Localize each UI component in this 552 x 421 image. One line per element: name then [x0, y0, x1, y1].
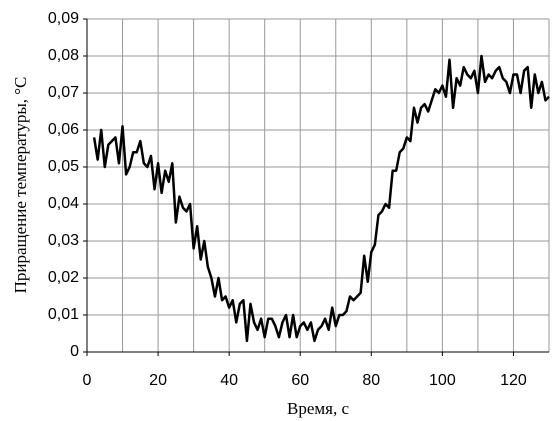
x-tick-label: 40 — [220, 372, 238, 389]
y-tick-label: 0,05 — [48, 158, 79, 175]
x-tick-label: 0 — [83, 372, 92, 389]
y-tick-label: 0,04 — [48, 195, 79, 212]
x-tick-label: 100 — [429, 372, 456, 389]
y-tick-label: 0,02 — [48, 269, 79, 286]
x-tick-label: 20 — [149, 372, 167, 389]
y-tick-label: 0,01 — [48, 306, 79, 323]
x-axis-label: Время, с — [287, 399, 349, 418]
x-tick-label: 60 — [291, 372, 309, 389]
y-axis-label: Приращение температуры, °С — [11, 77, 30, 294]
y-tick-label: 0,03 — [48, 232, 79, 249]
y-tick-label: 0,08 — [48, 47, 79, 64]
y-tick-label: 0,07 — [48, 84, 79, 101]
y-tick-label: 0 — [70, 343, 79, 360]
y-tick-label: 0,06 — [48, 121, 79, 138]
y-tick-label: 0,09 — [48, 10, 79, 27]
x-tick-label: 120 — [500, 372, 527, 389]
data-line — [92, 54, 550, 343]
x-tick-label: 80 — [362, 372, 380, 389]
